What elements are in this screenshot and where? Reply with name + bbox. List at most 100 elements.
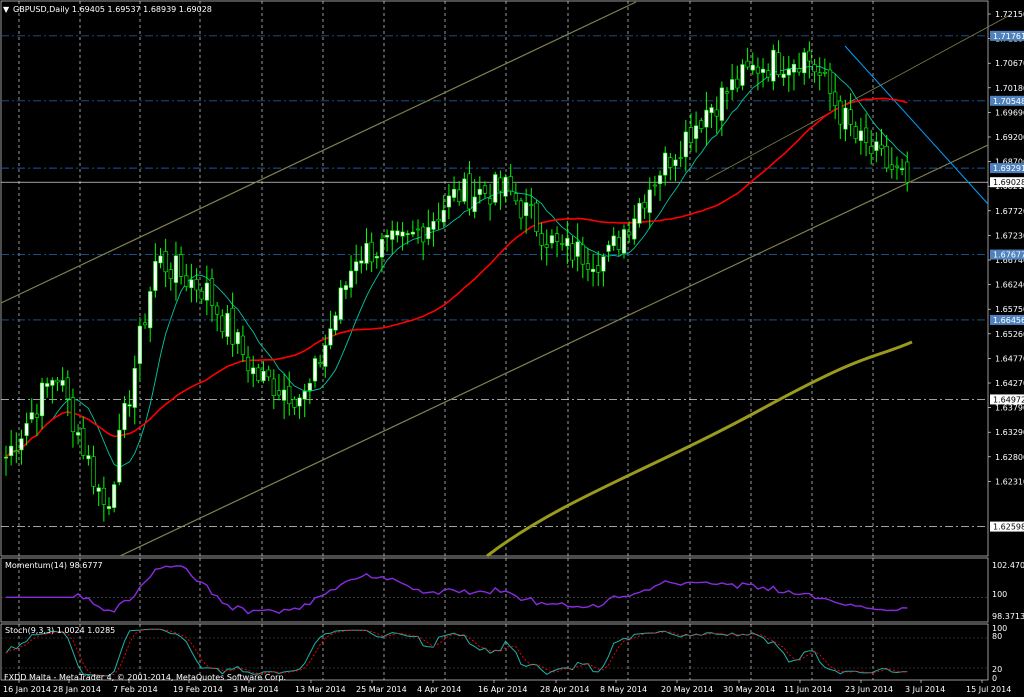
price-level-box-label: 1.62598 (993, 523, 1024, 532)
candle-body (96, 487, 101, 492)
date-label: 30 May 2014 (723, 685, 775, 694)
candle-body (549, 235, 554, 244)
date-label: 4 Apr 2014 (417, 685, 461, 694)
candle-body (209, 278, 215, 306)
date-label: 11 Jun 2014 (784, 685, 832, 694)
candle-body (173, 255, 179, 283)
candle-body (688, 127, 694, 143)
candle-body (359, 260, 364, 264)
candle-body (431, 221, 436, 230)
date-label: 3 Mar 2014 (233, 685, 279, 694)
candle-body (585, 263, 591, 270)
candle-body (318, 362, 323, 365)
candle-body (642, 201, 647, 209)
stoch-signal-line (5, 628, 908, 677)
candle-body (446, 195, 452, 208)
momentum-panel[interactable] (0, 557, 989, 623)
candle-body (142, 322, 148, 326)
candle-body (410, 231, 415, 235)
candle-body (112, 484, 117, 508)
price-level-box-label: 1.67677 (993, 251, 1024, 260)
candle-body (760, 68, 766, 73)
channel-lines[interactable] (0, 1, 1011, 557)
candle-body (436, 218, 441, 222)
candle-body (575, 241, 580, 257)
candle-body (827, 69, 833, 94)
price-level-box[interactable] (990, 30, 1024, 41)
channel-upper-line[interactable] (0, 1, 637, 304)
price-axis[interactable]: 1.721501.711801.706701.701801.696901.692… (988, 10, 1024, 532)
price-tick-label: 1.66240 (995, 281, 1024, 290)
candle-body (580, 244, 585, 265)
candle-body (343, 285, 349, 291)
candle-body (503, 176, 508, 197)
channel-lower-line[interactable] (119, 144, 989, 557)
stoch-level-100: 100 (992, 624, 1007, 633)
ma-mid-line (5, 97, 908, 458)
candle-body (179, 254, 184, 277)
candle-body (771, 49, 776, 82)
date-label: 15 Jul 2014 (966, 685, 1011, 694)
candle-body (853, 126, 858, 139)
price-tick-label: 1.63290 (995, 428, 1024, 437)
candle-body (354, 261, 359, 272)
ma-fast-line (5, 65, 908, 469)
oscillators (1, 565, 988, 677)
candle-body (730, 79, 735, 91)
candle-body (70, 397, 76, 433)
candle-body (755, 66, 760, 74)
candle-body (539, 233, 544, 246)
candle-body (158, 255, 163, 264)
candle-body (405, 233, 410, 235)
candle-body (457, 189, 462, 202)
candle-body (498, 177, 503, 192)
momentum-title: Momentum(14) 98.6777 (5, 561, 103, 570)
price-level-box[interactable] (990, 249, 1024, 260)
stoch-panel[interactable] (0, 623, 989, 681)
candle-body (287, 385, 292, 405)
price-level-box[interactable] (990, 521, 1024, 532)
candle-body (781, 73, 786, 78)
price-level-box[interactable] (990, 177, 1024, 188)
candle-body (91, 456, 96, 487)
candle-body (24, 423, 29, 436)
candle-body (879, 144, 884, 149)
candle-body (390, 230, 395, 240)
candle-body (415, 228, 421, 231)
candle-body (884, 145, 889, 169)
candle-body (616, 237, 621, 250)
candles (3, 40, 910, 522)
candle-body (76, 432, 81, 436)
candle-body (560, 243, 565, 245)
price-tick-label: 1.65750 (995, 305, 1024, 314)
candle-body (858, 130, 863, 141)
moving-averages (5, 65, 913, 558)
stoch-level-80: 80 (992, 632, 1002, 641)
menu-triangle-icon[interactable]: ▼ (3, 5, 10, 14)
candle-body (194, 279, 199, 291)
candle-body (508, 176, 513, 192)
price-level-box[interactable] (990, 163, 1024, 174)
candle-body (364, 243, 369, 264)
resistance-trendline[interactable] (844, 45, 989, 205)
candle-body (137, 325, 143, 364)
stoch-title: Stoch(9,3,3) 1.0024 1.0285 (5, 626, 115, 635)
candle-body (570, 243, 575, 261)
price-level-box[interactable] (990, 314, 1024, 325)
price-panel[interactable] (0, 0, 989, 557)
candle-body (292, 399, 297, 408)
price-level-box[interactable] (990, 95, 1024, 106)
candle-body (493, 174, 498, 203)
candle-body (132, 368, 137, 408)
candle-body (39, 382, 45, 417)
candle-body (657, 175, 663, 184)
price-level-box[interactable] (990, 394, 1024, 405)
candle-body (544, 244, 549, 248)
candle-body (683, 131, 688, 158)
candle-body (256, 367, 261, 381)
candle-body (735, 78, 740, 89)
candle-body (462, 178, 467, 202)
inner-trendline[interactable] (705, 14, 1011, 181)
candle-body (348, 270, 354, 288)
